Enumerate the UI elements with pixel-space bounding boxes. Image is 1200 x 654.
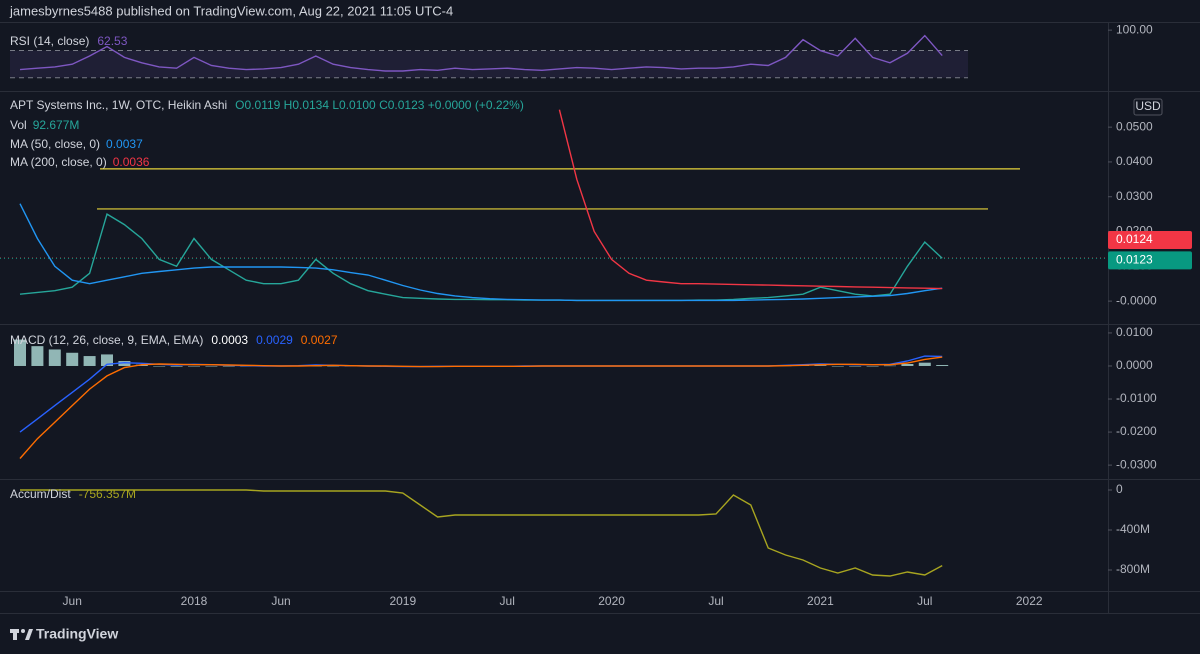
y-tick-label: 0.0300	[1116, 189, 1153, 203]
x-tick-label: 2021	[807, 594, 834, 608]
x-tick-label: Jul	[500, 594, 515, 608]
legend-value: 0.0037	[106, 137, 143, 151]
histogram-bar	[118, 361, 131, 366]
price-tag	[1108, 251, 1192, 270]
currency-box	[1133, 98, 1163, 116]
x-tick-label: 2019	[389, 594, 416, 608]
y-tick-label: 0.0000	[1116, 358, 1153, 372]
legend-label: Accum/Dist	[10, 487, 71, 501]
histogram-bar	[327, 365, 340, 367]
y-tick-label: 0.0100	[1116, 325, 1153, 339]
y-tick-label: -400M	[1116, 522, 1150, 536]
legend-label: Vol	[10, 118, 27, 132]
y-tick-label: -0.0100	[1116, 391, 1157, 405]
histogram-bar	[222, 365, 235, 367]
histogram-bar	[936, 364, 949, 366]
y-tick-label: -0.0200	[1116, 424, 1157, 438]
x-tick-label: Jul	[708, 594, 723, 608]
y-tick-label: 0.0400	[1116, 154, 1153, 168]
currency-label: USD	[1135, 99, 1161, 113]
histogram-bar	[205, 365, 218, 367]
histogram-bar	[849, 365, 862, 367]
histogram-bar	[101, 354, 113, 366]
series-line	[19, 203, 943, 302]
legend-value: 0.0029	[256, 333, 293, 347]
histogram-bar	[31, 346, 44, 366]
legend-label: MA (50, close, 0)	[10, 137, 100, 151]
series-line	[20, 489, 943, 577]
logo-part	[13, 629, 17, 640]
histogram-bar	[918, 362, 931, 366]
logo	[10, 629, 33, 640]
legend-label: MA (200, close, 0)	[10, 155, 107, 169]
legend-value: -756.357M	[79, 487, 136, 501]
price-tag	[1108, 230, 1192, 249]
y-tick-label: -0.0300	[1116, 457, 1157, 471]
legend-label: RSI (14, close)	[10, 34, 89, 48]
series-line	[19, 213, 943, 302]
x-tick-label: Jun	[271, 594, 290, 608]
header-text: jamesbyrnes5488 published on TradingView…	[9, 3, 453, 18]
band-fill	[10, 50, 968, 78]
legend-ohlc: O0.0119 H0.0134 L0.0100 C0.0123 +0.0000 …	[235, 98, 524, 112]
histogram-bar	[884, 365, 896, 367]
y-tick-label: 0.0500	[1116, 119, 1153, 133]
series-line	[19, 34, 943, 72]
legend-label: MACD (12, 26, close, 9, EMA, EMA)	[10, 333, 203, 347]
histogram-bar	[170, 365, 183, 367]
legend-value: 0.0027	[301, 333, 338, 347]
histogram-bar	[153, 365, 166, 367]
x-tick-label: 2020	[598, 594, 625, 608]
x-tick-label: 2018	[181, 594, 208, 608]
histogram-bar	[14, 339, 26, 366]
legend-value: 92.677M	[33, 118, 80, 132]
y-tick-label: -800M	[1116, 562, 1150, 576]
legend-value: 0.0003	[211, 333, 248, 347]
histogram-bar	[48, 349, 61, 366]
series-line	[19, 356, 943, 459]
price-tag-label: 0.0124	[1116, 232, 1153, 246]
legend-value: 0.0036	[113, 155, 150, 169]
y-tick-label: 100.00	[1116, 22, 1153, 36]
histogram-bar	[831, 365, 844, 367]
logo-part	[21, 629, 25, 633]
legend-value: 62.53	[97, 34, 127, 48]
logo-part	[25, 629, 33, 640]
histogram-bar	[83, 356, 96, 366]
x-tick-label: Jun	[63, 594, 82, 608]
y-tick-label: 0	[1116, 482, 1123, 496]
histogram-bar	[188, 365, 200, 367]
x-tick-label: 2022	[1016, 594, 1043, 608]
histogram-bar	[901, 364, 914, 366]
y-tick-label: -0.0000	[1116, 293, 1157, 307]
histogram-bar	[66, 352, 79, 366]
histogram-bar	[866, 365, 879, 367]
footer-brand: TradingView	[36, 626, 118, 642]
legend-label: APT Systems Inc., 1W, OTC, Heikin Ashi	[10, 98, 227, 112]
price-tag-label: 0.0123	[1116, 252, 1153, 266]
histogram-bar	[814, 365, 827, 366]
x-tick-label: Jul	[917, 594, 932, 608]
series-line	[558, 109, 943, 290]
